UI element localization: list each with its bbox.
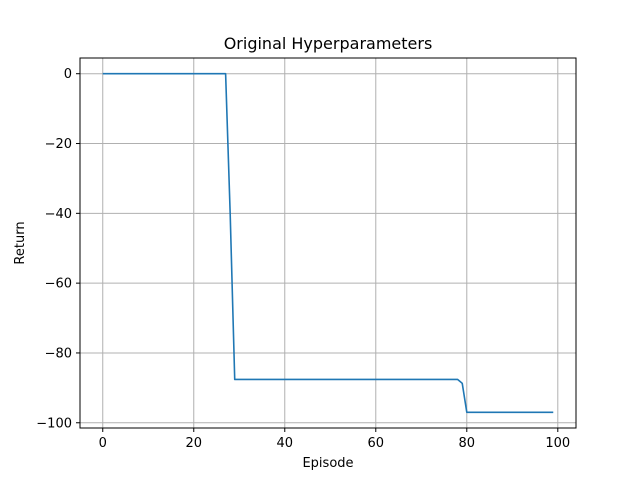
plot-frame — [79, 57, 577, 429]
y-tick-label: −20 — [45, 137, 72, 152]
y-tick-label: −100 — [36, 416, 72, 431]
x-tick-label: 20 — [185, 436, 202, 451]
series-line — [102, 72, 554, 414]
y-tick-label: −80 — [45, 346, 72, 361]
x-tick-label: 60 — [368, 436, 385, 451]
y-tick-label: 0 — [64, 67, 72, 82]
y-tick-label: −40 — [45, 207, 72, 222]
x-tick-label: 40 — [276, 436, 293, 451]
ticks: 0 20 40 60 80 100 0 −20 −40 −60 −80 −100 — [36, 67, 570, 451]
y-tick-label: −60 — [45, 277, 72, 292]
x-tick-label: 0 — [99, 436, 107, 451]
chart-title: Original Hyperparameters — [224, 34, 433, 53]
grid — [80, 58, 576, 428]
x-tick-label: 80 — [459, 436, 476, 451]
series-layer — [102, 72, 554, 414]
x-tick-label: 100 — [545, 436, 570, 451]
x-axis-label: Episode — [302, 456, 353, 471]
y-axis-label: Return — [13, 221, 28, 264]
